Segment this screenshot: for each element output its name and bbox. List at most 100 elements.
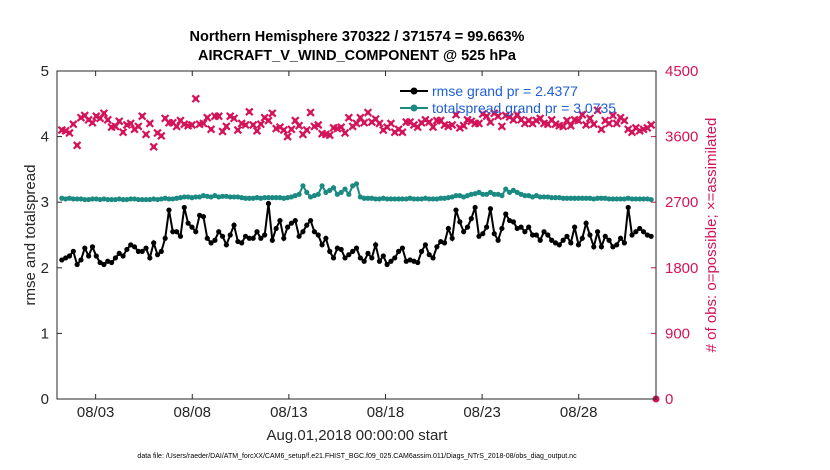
obs-marker-dot bbox=[580, 112, 585, 117]
totalspread-marker bbox=[549, 195, 555, 201]
rmse-marker bbox=[265, 200, 272, 207]
y2-tick-label: 4500 bbox=[665, 63, 698, 80]
y-tick-label: 4 bbox=[41, 129, 49, 146]
totalspread-marker bbox=[174, 195, 180, 201]
totalspread-marker bbox=[537, 194, 543, 200]
rmse-marker bbox=[602, 233, 608, 239]
rmse-marker bbox=[564, 233, 570, 239]
totalspread-marker bbox=[300, 183, 306, 189]
totalspread-marker bbox=[262, 195, 268, 201]
totalspread-marker bbox=[281, 195, 287, 201]
obs-marker-dot bbox=[606, 121, 612, 126]
obs-marker bbox=[398, 128, 407, 137]
obs-marker bbox=[333, 124, 342, 133]
rmse-marker bbox=[579, 235, 585, 241]
obs-marker-dot bbox=[576, 118, 581, 123]
obs-marker bbox=[386, 119, 396, 128]
obs-marker bbox=[352, 119, 361, 128]
obs-marker bbox=[608, 111, 618, 120]
obs-marker bbox=[72, 141, 82, 150]
rmse-marker bbox=[476, 233, 482, 239]
totalspread-marker bbox=[415, 196, 421, 202]
totalspread-marker bbox=[135, 196, 141, 203]
rmse-marker bbox=[346, 252, 352, 258]
axes-layer: 0 1 2 3 4 5 0 900 1800 2700 3600 4500 08/03 08/08 08/1… bbox=[41, 63, 699, 421]
totalspread-marker bbox=[480, 191, 486, 197]
obs-marker bbox=[283, 132, 292, 141]
rmse-marker bbox=[526, 224, 532, 230]
obs-marker bbox=[248, 120, 258, 130]
obs-marker-dot bbox=[308, 110, 313, 115]
rmse-marker bbox=[556, 242, 562, 248]
rmse-marker bbox=[124, 246, 130, 253]
obs-marker-dot bbox=[587, 116, 593, 121]
totalspread-marker bbox=[476, 189, 482, 195]
rmse-marker bbox=[143, 245, 149, 251]
totalspread-marker bbox=[591, 196, 597, 202]
obs-marker-dot bbox=[400, 130, 405, 135]
totalspread-marker bbox=[158, 196, 164, 202]
legend-spread-label: totalspread grand pr = 3.0735 bbox=[432, 100, 616, 116]
obs-marker-dot bbox=[266, 118, 271, 123]
obs-marker-dot bbox=[67, 130, 72, 136]
legend-spread-marker bbox=[410, 104, 418, 112]
totalspread-marker bbox=[346, 191, 352, 197]
obs-marker bbox=[604, 119, 614, 128]
legend-rmse-marker bbox=[410, 87, 418, 95]
obs-marker-dot bbox=[235, 127, 241, 133]
obs-marker bbox=[359, 118, 369, 127]
obs-marker bbox=[203, 113, 212, 122]
obs-marker-dot bbox=[250, 122, 256, 128]
rmse-marker bbox=[587, 232, 593, 238]
totalspread-marker bbox=[143, 196, 149, 203]
obs-marker-dot bbox=[488, 119, 493, 125]
totalspread-marker bbox=[487, 189, 494, 195]
rmse-marker bbox=[227, 232, 233, 238]
obs-marker bbox=[558, 122, 568, 131]
totalspread-marker bbox=[445, 195, 451, 201]
obs-marker bbox=[574, 116, 583, 125]
obs-marker bbox=[447, 120, 457, 130]
obs-marker bbox=[287, 125, 296, 134]
rmse-marker bbox=[376, 258, 383, 264]
rmse-marker bbox=[269, 237, 275, 243]
totalspread-marker bbox=[296, 191, 302, 197]
totalspread-marker bbox=[128, 196, 134, 202]
totalspread-marker bbox=[598, 195, 605, 201]
totalspread-marker bbox=[304, 189, 310, 195]
totalspread-marker bbox=[594, 195, 601, 201]
obs-marker-dot bbox=[591, 122, 596, 127]
y2-tick-label: 1800 bbox=[665, 260, 698, 277]
obs-marker bbox=[337, 122, 346, 132]
rmse-marker bbox=[239, 240, 245, 246]
totalspread-marker bbox=[66, 195, 73, 201]
obs-marker bbox=[268, 109, 277, 118]
y2-tick-label: 900 bbox=[665, 325, 690, 342]
totalspread-marker bbox=[407, 195, 413, 201]
totalspread-marker bbox=[74, 196, 80, 202]
obs-marker-dot bbox=[189, 122, 195, 128]
rmse-marker bbox=[262, 232, 268, 238]
totalspread-marker bbox=[392, 196, 398, 202]
rmse-marker bbox=[288, 220, 295, 226]
totalspread-marker bbox=[166, 196, 172, 202]
totalspread-marker bbox=[380, 195, 386, 201]
totalspread-marker bbox=[101, 196, 107, 202]
obs-marker-dot bbox=[404, 119, 409, 125]
rmse-marker bbox=[380, 253, 386, 259]
rmse-marker bbox=[189, 224, 195, 230]
obs-marker-dot bbox=[224, 124, 229, 129]
obs-marker-dot bbox=[201, 121, 206, 126]
rmse-marker bbox=[495, 237, 501, 243]
rmse-marker bbox=[170, 229, 176, 235]
rmse-marker bbox=[154, 252, 161, 258]
rmse-marker bbox=[151, 240, 157, 246]
rmse-marker bbox=[537, 237, 543, 243]
obs-marker-dot bbox=[74, 143, 80, 148]
rmse-marker bbox=[82, 245, 88, 251]
rmse-marker bbox=[208, 240, 214, 246]
totalspread-marker bbox=[177, 195, 184, 201]
rmse-marker bbox=[426, 252, 432, 258]
totalspread-marker bbox=[89, 196, 96, 202]
totalspread-marker bbox=[430, 196, 436, 202]
